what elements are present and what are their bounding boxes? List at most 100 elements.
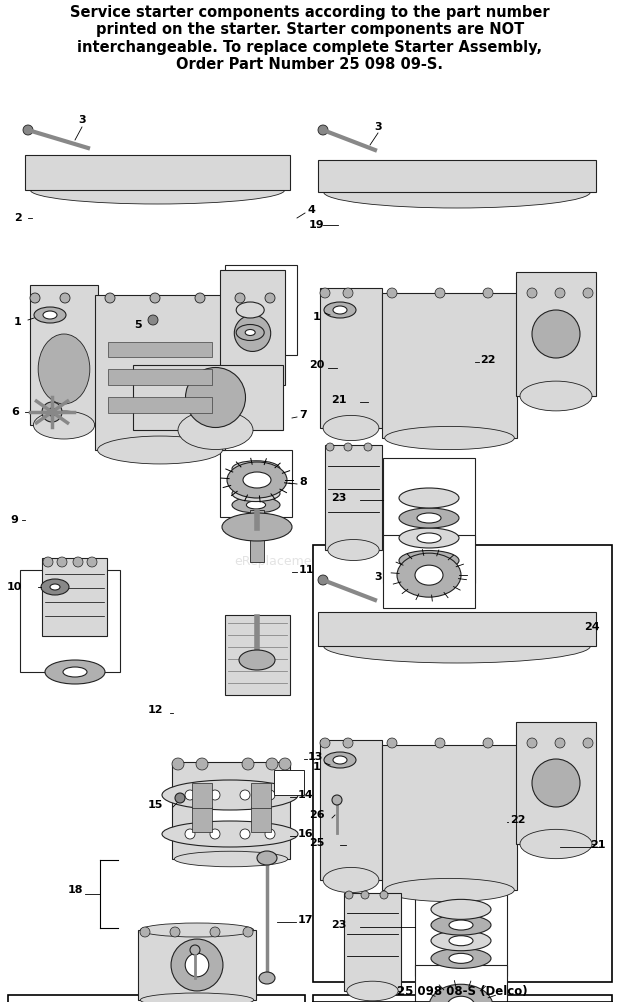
Circle shape (42, 402, 62, 422)
Circle shape (483, 738, 493, 748)
Circle shape (387, 288, 397, 298)
Circle shape (320, 738, 330, 748)
Circle shape (57, 557, 67, 567)
Bar (220, 270, 285, 385)
Circle shape (185, 953, 209, 977)
Circle shape (332, 795, 342, 805)
Circle shape (344, 443, 352, 451)
Text: 1: 1 (313, 762, 321, 772)
Circle shape (240, 829, 250, 839)
Bar (95, 295, 225, 450)
Circle shape (435, 288, 445, 298)
Bar (383, 535, 475, 608)
Ellipse shape (399, 528, 459, 548)
Ellipse shape (399, 550, 459, 570)
Text: 8: 8 (299, 477, 307, 487)
Text: 14: 14 (298, 790, 314, 800)
Ellipse shape (236, 302, 264, 318)
Ellipse shape (43, 311, 57, 319)
Ellipse shape (246, 490, 265, 498)
Ellipse shape (431, 915, 491, 935)
Ellipse shape (324, 302, 356, 318)
Circle shape (175, 793, 185, 803)
Ellipse shape (232, 497, 280, 513)
Text: 7: 7 (299, 410, 307, 420)
Ellipse shape (222, 513, 292, 541)
Text: 20: 20 (309, 360, 325, 370)
Ellipse shape (333, 756, 347, 764)
Bar (318, 612, 596, 646)
Circle shape (210, 927, 220, 937)
Bar (325, 445, 382, 550)
Bar (250, 808, 270, 833)
Circle shape (364, 443, 372, 451)
Circle shape (266, 758, 278, 770)
Ellipse shape (245, 330, 255, 336)
Circle shape (171, 939, 223, 991)
Text: 3: 3 (374, 122, 382, 132)
Circle shape (527, 288, 537, 298)
Text: 15: 15 (148, 800, 162, 810)
Bar (516, 272, 596, 396)
Bar (318, 160, 596, 192)
Circle shape (23, 125, 33, 135)
Circle shape (265, 829, 275, 839)
Bar (320, 740, 382, 880)
Ellipse shape (236, 325, 264, 341)
Ellipse shape (384, 427, 515, 450)
Ellipse shape (347, 981, 398, 1001)
Ellipse shape (431, 948, 491, 968)
Circle shape (320, 288, 330, 298)
Ellipse shape (38, 334, 90, 404)
Circle shape (243, 927, 253, 937)
Circle shape (148, 315, 158, 325)
Text: 23: 23 (331, 920, 347, 930)
Circle shape (583, 738, 593, 748)
Bar (192, 783, 211, 808)
Circle shape (532, 759, 580, 807)
Circle shape (265, 790, 275, 800)
Circle shape (196, 758, 208, 770)
Text: 3: 3 (374, 572, 382, 582)
Circle shape (318, 575, 328, 585)
Circle shape (527, 738, 537, 748)
Text: 4: 4 (307, 205, 315, 215)
Circle shape (185, 368, 246, 428)
Ellipse shape (97, 436, 223, 464)
Ellipse shape (63, 667, 87, 677)
Bar (382, 745, 517, 890)
Ellipse shape (429, 984, 493, 1002)
Text: 2: 2 (14, 213, 22, 223)
Bar (225, 615, 290, 695)
Ellipse shape (449, 953, 473, 963)
Circle shape (583, 288, 593, 298)
Bar (383, 458, 475, 583)
Circle shape (210, 790, 220, 800)
Ellipse shape (324, 176, 590, 208)
Ellipse shape (232, 461, 280, 477)
Text: 22: 22 (480, 355, 495, 365)
Circle shape (235, 293, 245, 303)
Text: 24: 24 (585, 622, 600, 632)
Circle shape (190, 945, 200, 955)
Bar (250, 510, 264, 562)
Circle shape (140, 927, 150, 937)
Bar (192, 808, 211, 833)
Bar (382, 293, 517, 438)
Text: 26: 26 (309, 810, 325, 820)
Ellipse shape (415, 565, 443, 585)
Circle shape (210, 829, 220, 839)
Bar (274, 770, 304, 795)
Text: 5: 5 (134, 320, 142, 330)
Ellipse shape (34, 307, 66, 323)
Text: 13: 13 (308, 752, 324, 762)
Circle shape (345, 891, 353, 899)
Circle shape (185, 829, 195, 839)
Ellipse shape (232, 474, 280, 490)
Bar (30, 285, 98, 425)
Text: 21: 21 (331, 395, 347, 405)
Text: 3: 3 (78, 115, 86, 125)
Circle shape (361, 891, 369, 899)
Circle shape (172, 758, 184, 770)
Ellipse shape (223, 376, 281, 394)
